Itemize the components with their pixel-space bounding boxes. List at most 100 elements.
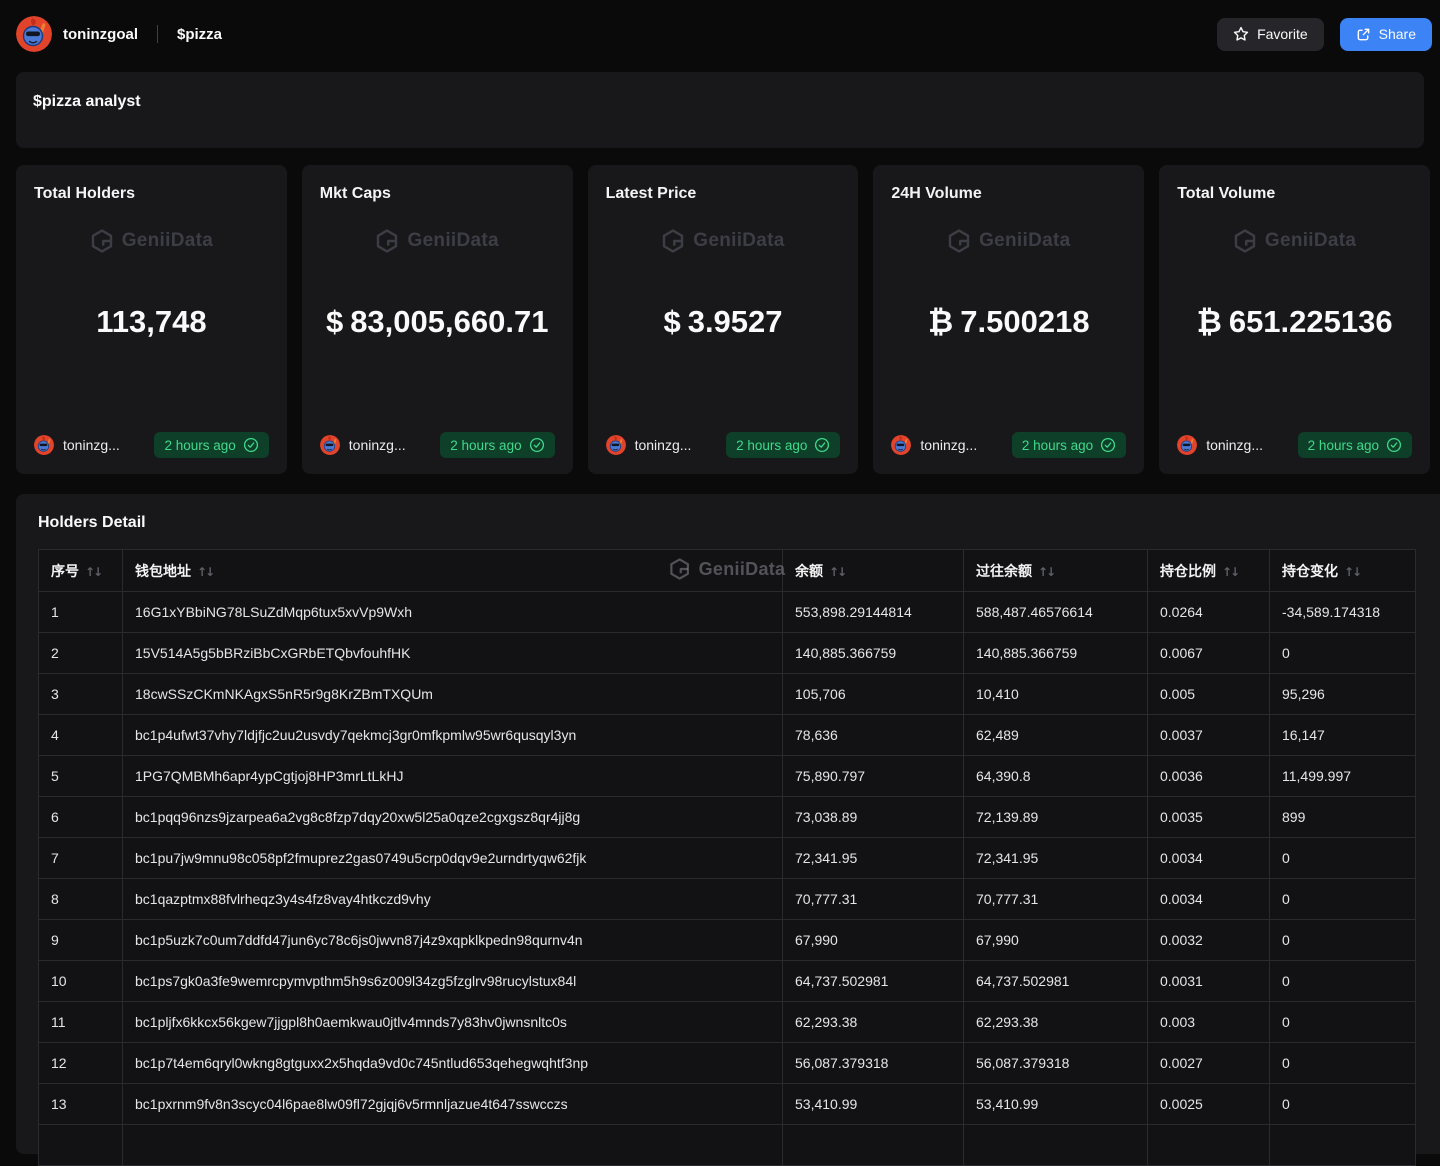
updated-badge: 2 hours ago xyxy=(1011,432,1127,458)
geniidata-brand-text: GeniiData xyxy=(1264,230,1357,251)
geniidata-logo-icon xyxy=(661,229,685,253)
stat-card: Total Holders GeniiData 113,748 toninzg.… xyxy=(16,165,287,474)
currency-symbol: $ xyxy=(325,304,344,340)
table-row: 7 bc1pu7jw9mnu98c058pf2fmuprez2gas0749u5… xyxy=(38,837,1416,879)
geniidata-logo-icon xyxy=(375,229,399,253)
stat-value: 113,748 xyxy=(96,305,206,339)
stat-value-wrap: 113,748 xyxy=(34,253,269,432)
stat-value: ₿ 651.225136 xyxy=(1197,305,1393,339)
table-row: 8 bc1qazptmx88fvlrheqz3y4s4fz8vay4htkczd… xyxy=(38,878,1416,920)
cell-wallet-address: bc1p5uzk7c0um7ddfd47jun6yc78c6js0jwvn87j… xyxy=(122,919,783,961)
cell-balance: 78,636 xyxy=(782,714,964,756)
stat-card-title: Total Holders xyxy=(34,185,136,202)
cell-wallet-address: bc1pqq96nzs9jzarpea6a2vg8c8fzp7dqy20xw5l… xyxy=(122,796,783,838)
stat-value-wrap: $ 3.9527 xyxy=(606,253,841,432)
analyst-panel: $pizza analyst xyxy=(16,72,1424,148)
user-avatar xyxy=(319,435,340,455)
cell-change: 16,147 xyxy=(1269,714,1416,756)
share-button[interactable]: Share xyxy=(1339,17,1432,51)
updated-badge-label: 2 hours ago xyxy=(1021,437,1094,453)
col-label: 过往余额 xyxy=(976,562,1032,579)
cell-change: 0 xyxy=(1269,632,1416,674)
cell-ratio: 0.003 xyxy=(1147,1001,1270,1043)
sort-icon[interactable]: ↑↓ xyxy=(1038,564,1056,579)
geniidata-brand-text: GeniiData xyxy=(121,230,214,251)
col-header-balance[interactable]: 余额 ↑↓ xyxy=(782,549,964,592)
external-link-icon xyxy=(1356,27,1371,42)
sort-icon[interactable]: ↑↓ xyxy=(1344,564,1362,579)
col-label: 持仓变化 xyxy=(1282,562,1338,579)
cell-index: 2 xyxy=(38,632,123,674)
stat-card-title: Total Volume xyxy=(1177,185,1276,202)
updated-badge: 2 hours ago xyxy=(440,432,555,458)
cell-index: 1 xyxy=(38,591,123,633)
geniidata-watermark: GeniiData xyxy=(1177,229,1412,253)
share-label: Share xyxy=(1378,26,1416,42)
cell-ratio: 0.0031 xyxy=(1147,960,1270,1002)
cell-wallet-address: bc1p4ufwt37vhy7ldjfjc2uu2usvdy7qekmcj3gr… xyxy=(122,714,783,756)
stat-number: 651.225136 xyxy=(1228,304,1393,340)
col-header-index[interactable]: 序号 ↑↓ xyxy=(38,549,123,592)
cell-wallet-address: 15V514A5g5bBRziBbCxGRbETQbvfouhfHK xyxy=(122,632,783,674)
cell-past-balance: 62,489 xyxy=(963,714,1148,756)
holders-table: 序号 ↑↓ 钱包地址 ↑↓ 余额 ↑↓ 过往余额 ↑↓ 持仓比例 ↑↓ 持仓变化 ↑↓ 1 … xyxy=(38,549,1416,1166)
col-label: 钱包地址 xyxy=(135,562,191,579)
user-avatar xyxy=(34,435,54,455)
cell-wallet-address: 16G1xYBbiNG78LSuZdMqp6tux5xvVp9Wxh xyxy=(122,591,783,633)
cell-past-balance: 64,737.502981 xyxy=(963,960,1148,1002)
cell-past-balance: 67,990 xyxy=(963,919,1148,961)
cell-change: 0 xyxy=(1269,919,1416,961)
stat-card-footer: toninzg... 2 hours ago xyxy=(319,432,555,458)
stat-number: 83,005,660.71 xyxy=(350,304,549,340)
stat-card: Latest Price GeniiData $ 3.9527 toninzg.… xyxy=(587,165,859,474)
stat-value-wrap: ₿ 7.500218 xyxy=(891,253,1126,432)
cell-change: 899 xyxy=(1269,796,1416,838)
geniidata-brand-text: GeniiData xyxy=(979,230,1071,251)
stat-value-wrap: ₿ 651.225136 xyxy=(1177,253,1412,432)
stat-card-footer: toninzg... 2 hours ago xyxy=(34,432,269,458)
table-row: 4 bc1p4ufwt37vhy7ldjfjc2uu2usvdy7qekmcj3… xyxy=(38,714,1416,756)
stat-number: 113,748 xyxy=(96,304,207,340)
cell-index: 13 xyxy=(38,1083,123,1125)
col-header-change[interactable]: 持仓变化 ↑↓ xyxy=(1269,549,1416,592)
col-header-past-balance[interactable]: 过往余额 ↑↓ xyxy=(963,549,1148,592)
favorite-label: Favorite xyxy=(1257,26,1308,42)
geniidata-logo-icon xyxy=(90,229,114,253)
sort-icon[interactable]: ↑↓ xyxy=(829,564,847,579)
sort-icon[interactable]: ↑↓ xyxy=(197,564,215,579)
topbar: toninzgoal $pizza Favorite Share xyxy=(0,0,1440,68)
cell-balance: 553,898.29144814 xyxy=(782,591,964,633)
cell-ratio: 0.0025 xyxy=(1147,1083,1270,1125)
cell-past-balance: 72,139.89 xyxy=(963,796,1148,838)
favorite-button[interactable]: Favorite xyxy=(1217,17,1324,51)
table-row: 5 1PG7QMBMh6apr4ypCgtjoj8HP3mrLtLkHJ 75,… xyxy=(38,755,1416,797)
sort-icon[interactable]: ↑↓ xyxy=(1222,564,1240,579)
cell-ratio: 0.0034 xyxy=(1147,837,1270,879)
user-avatar xyxy=(891,435,912,455)
check-circle-icon xyxy=(529,437,545,453)
stat-card-footer: toninzg... 2 hours ago xyxy=(1177,432,1412,458)
stat-value: ₿ 7.500218 xyxy=(928,305,1090,339)
stat-card-title: 24H Volume xyxy=(891,185,982,202)
table-row: 11 bc1pljfx6kkcx56kgew7jjgpl8h0aemkwau0j… xyxy=(38,1001,1416,1043)
cell-change: 0 xyxy=(1269,960,1416,1002)
sort-icon[interactable]: ↑↓ xyxy=(85,564,103,579)
cell-ratio: 0.0067 xyxy=(1147,632,1270,674)
col-label: 序号 xyxy=(51,562,79,579)
col-header-ratio[interactable]: 持仓比例 ↑↓ xyxy=(1147,549,1270,592)
user-avatar xyxy=(1177,435,1198,455)
table-body: 1 16G1xYBbiNG78LSuZdMqp6tux5xvVp9Wxh 553… xyxy=(38,591,1416,1125)
footer-username: toninzg... xyxy=(920,437,978,453)
user-avatar[interactable] xyxy=(16,16,52,52)
cell-change: 11,499.997 xyxy=(1269,755,1416,797)
table-row: 1 16G1xYBbiNG78LSuZdMqp6tux5xvVp9Wxh 553… xyxy=(38,591,1416,633)
cell-balance: 67,990 xyxy=(782,919,964,961)
stat-value: $ 3.9527 xyxy=(663,305,782,339)
cell-past-balance: 72,341.95 xyxy=(963,837,1148,879)
cell-index: 6 xyxy=(38,796,123,838)
col-header-wallet[interactable]: 钱包地址 ↑↓ xyxy=(122,549,783,592)
cell-past-balance: 64,390.8 xyxy=(963,755,1148,797)
cell-past-balance: 588,487.46576614 xyxy=(963,591,1148,633)
cell-index: 10 xyxy=(38,960,123,1002)
currency-symbol: ₿ xyxy=(1196,304,1222,340)
